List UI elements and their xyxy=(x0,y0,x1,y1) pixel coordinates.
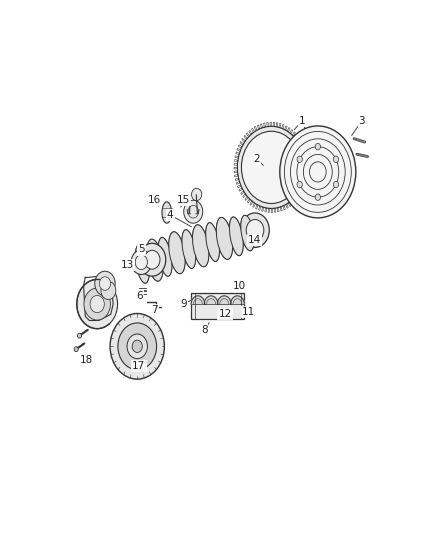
Circle shape xyxy=(110,313,164,379)
Polygon shape xyxy=(191,296,205,304)
Text: 1: 1 xyxy=(299,116,306,126)
Circle shape xyxy=(95,271,115,296)
Circle shape xyxy=(184,200,203,223)
Polygon shape xyxy=(218,296,231,304)
Ellipse shape xyxy=(230,217,243,256)
Text: 7: 7 xyxy=(152,305,158,315)
Ellipse shape xyxy=(193,225,209,266)
Circle shape xyxy=(333,181,339,188)
Text: 6: 6 xyxy=(136,291,143,301)
Polygon shape xyxy=(204,296,218,304)
Text: 13: 13 xyxy=(121,260,134,270)
Polygon shape xyxy=(231,296,244,304)
Ellipse shape xyxy=(241,215,254,251)
Circle shape xyxy=(90,295,104,313)
Text: 16: 16 xyxy=(148,195,161,205)
Circle shape xyxy=(280,126,356,218)
Circle shape xyxy=(132,340,142,352)
Text: 10: 10 xyxy=(233,281,246,292)
Text: 18: 18 xyxy=(79,356,92,365)
Circle shape xyxy=(84,288,110,320)
Ellipse shape xyxy=(182,230,196,269)
FancyBboxPatch shape xyxy=(191,293,244,319)
Ellipse shape xyxy=(162,202,172,223)
Circle shape xyxy=(77,279,117,329)
Ellipse shape xyxy=(182,230,196,269)
Ellipse shape xyxy=(241,215,254,251)
Circle shape xyxy=(138,243,166,276)
Circle shape xyxy=(145,251,160,269)
Circle shape xyxy=(127,334,148,359)
Ellipse shape xyxy=(147,239,163,281)
Ellipse shape xyxy=(135,245,149,283)
Ellipse shape xyxy=(216,217,233,260)
Circle shape xyxy=(78,333,81,338)
Circle shape xyxy=(297,181,302,188)
Circle shape xyxy=(241,131,301,204)
Circle shape xyxy=(333,156,339,163)
Ellipse shape xyxy=(230,217,243,256)
Text: 17: 17 xyxy=(132,361,145,370)
Ellipse shape xyxy=(216,217,233,260)
Circle shape xyxy=(315,194,321,200)
Circle shape xyxy=(131,250,152,274)
Text: 8: 8 xyxy=(201,325,208,335)
Text: 15: 15 xyxy=(177,195,191,205)
Circle shape xyxy=(315,143,321,150)
Text: 12: 12 xyxy=(219,309,232,319)
Text: 2: 2 xyxy=(254,154,260,164)
Text: 3: 3 xyxy=(359,116,365,126)
Circle shape xyxy=(297,156,302,163)
Ellipse shape xyxy=(158,238,172,276)
Circle shape xyxy=(237,126,305,208)
Ellipse shape xyxy=(206,223,219,261)
Circle shape xyxy=(246,220,264,241)
Circle shape xyxy=(191,188,202,200)
Ellipse shape xyxy=(206,223,219,261)
Ellipse shape xyxy=(193,225,209,266)
Ellipse shape xyxy=(158,238,172,276)
Ellipse shape xyxy=(135,245,149,283)
Text: 5: 5 xyxy=(138,245,145,254)
Circle shape xyxy=(241,213,269,247)
Circle shape xyxy=(118,323,157,370)
Circle shape xyxy=(99,277,110,290)
Text: 9: 9 xyxy=(180,299,187,309)
Text: 14: 14 xyxy=(248,235,261,245)
Text: 4: 4 xyxy=(167,210,173,220)
Circle shape xyxy=(101,281,116,300)
Ellipse shape xyxy=(169,232,185,274)
Circle shape xyxy=(135,255,148,270)
Ellipse shape xyxy=(169,232,185,274)
Text: 11: 11 xyxy=(242,307,255,317)
Ellipse shape xyxy=(147,239,163,281)
Circle shape xyxy=(74,347,78,352)
